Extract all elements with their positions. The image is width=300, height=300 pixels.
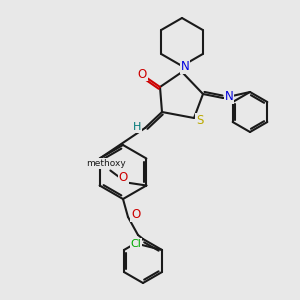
Text: O: O <box>137 68 147 80</box>
Text: O: O <box>119 171 128 184</box>
Text: S: S <box>196 113 204 127</box>
Text: N: N <box>181 61 189 74</box>
Text: Cl: Cl <box>130 239 142 249</box>
Text: methoxy: methoxy <box>86 159 126 168</box>
Text: O: O <box>131 208 141 221</box>
Text: H: H <box>133 122 141 132</box>
Text: N: N <box>225 91 233 103</box>
